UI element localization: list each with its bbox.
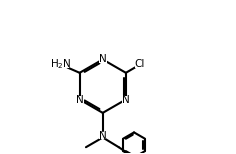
Text: N: N [99, 55, 107, 65]
Text: N: N [76, 95, 84, 105]
FancyBboxPatch shape [122, 96, 130, 103]
FancyBboxPatch shape [99, 133, 106, 139]
Text: N: N [99, 131, 107, 141]
FancyBboxPatch shape [99, 56, 107, 63]
FancyBboxPatch shape [76, 96, 84, 103]
FancyBboxPatch shape [135, 61, 144, 68]
FancyBboxPatch shape [52, 61, 69, 68]
Text: H$_2$N: H$_2$N [50, 57, 72, 71]
Text: N: N [122, 95, 130, 105]
Text: Cl: Cl [135, 59, 145, 69]
